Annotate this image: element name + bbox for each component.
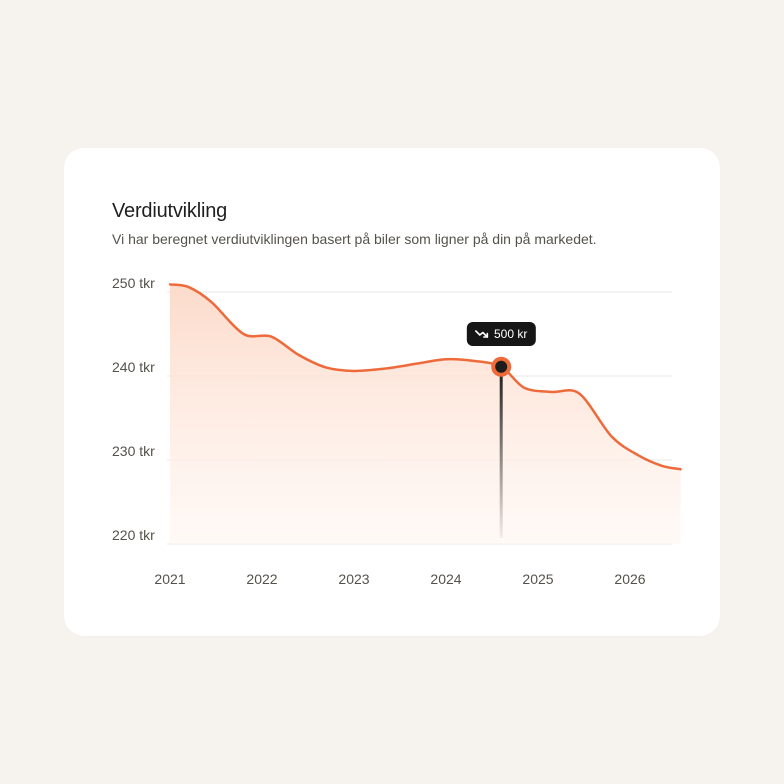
- value-area: [170, 284, 681, 544]
- value-line: [168, 283, 682, 471]
- value-development-card: Verdiutvikling Vi har beregnet verdiutvi…: [64, 148, 720, 636]
- trend-down-icon: [475, 329, 489, 339]
- x-tick-label: 2025: [522, 571, 553, 587]
- tooltip-value: 500 kr: [494, 326, 528, 341]
- highlight-stem: [499, 366, 503, 538]
- value-tooltip: 500 kr: [467, 321, 536, 346]
- x-tick-label: 2022: [246, 571, 277, 587]
- y-tick-label: 230 tkr: [112, 443, 155, 459]
- x-tick-label: 2024: [430, 571, 461, 587]
- y-tick-label: 240 tkr: [112, 359, 155, 375]
- value-chart: 250 tkr 240 tkr 230 tkr 220 tkr 2021 2022 2023…: [112, 275, 682, 587]
- chart-subtitle: Vi har beregnet verdiutviklingen basert …: [112, 231, 597, 247]
- chart-title: Verdiutvikling: [112, 200, 228, 222]
- y-tick-label: 250 tkr: [112, 275, 155, 291]
- x-tick-label: 2021: [154, 571, 185, 587]
- highlight-point[interactable]: [495, 360, 508, 373]
- x-tick-label: 2023: [338, 571, 369, 587]
- y-tick-label: 220 tkr: [112, 527, 155, 543]
- x-tick-label: 2026: [614, 571, 645, 587]
